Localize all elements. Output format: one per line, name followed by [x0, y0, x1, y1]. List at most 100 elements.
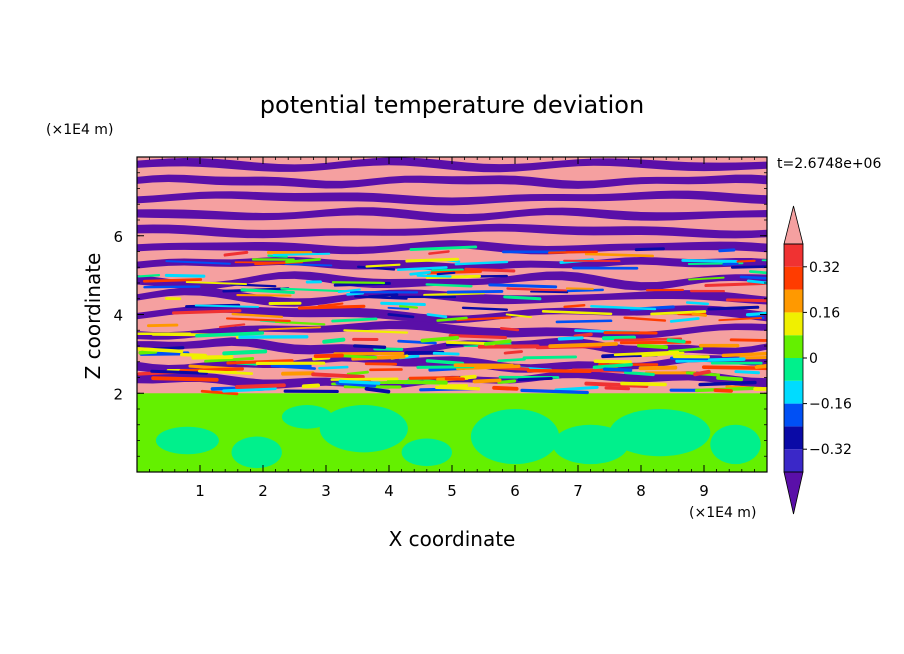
- turbulent-streak: [146, 323, 179, 328]
- turbulent-streak: [346, 291, 365, 296]
- turbulent-streak: [725, 298, 767, 303]
- turbulent-streak: [730, 265, 767, 269]
- turbulent-streak: [483, 339, 512, 346]
- turbulent-streak: [195, 331, 265, 338]
- turbulent-streak: [497, 379, 517, 384]
- turbulent-streak: [456, 316, 512, 322]
- turbulent-streak: [172, 309, 242, 315]
- turbulent-streak: [335, 381, 377, 388]
- turbulent-streak: [236, 294, 292, 297]
- turbulent-streak: [613, 350, 680, 357]
- layer-band: [137, 174, 767, 189]
- layer-band: [137, 157, 767, 173]
- turbulent-streak: [557, 336, 584, 341]
- turbulent-streak: [222, 349, 268, 356]
- turbulent-streak: [284, 263, 333, 267]
- turbulent-streak: [492, 385, 519, 391]
- turbulent-streak: [718, 248, 736, 253]
- turbulent-streak: [592, 362, 633, 370]
- turbulent-streak: [472, 378, 502, 384]
- turbulent-streak: [311, 372, 365, 379]
- turbulent-streak: [179, 367, 244, 373]
- chart-title: potential temperature deviation: [260, 91, 644, 119]
- turbulent-streak: [297, 304, 366, 310]
- turbulent-streak: [405, 257, 460, 263]
- lower-layer-blobs: [137, 393, 767, 469]
- turbulent-streak: [272, 252, 331, 257]
- turbulent-streak: [685, 301, 710, 306]
- turbulent-streak: [338, 379, 381, 385]
- turbulent-streak: [669, 317, 700, 323]
- turbulent-streak: [396, 266, 448, 272]
- turbulent-streak: [397, 339, 437, 345]
- turbulent-streak: [530, 290, 569, 294]
- turbulent-streak: [164, 273, 206, 278]
- turbulent-streak: [464, 267, 516, 273]
- turbulent-streak: [343, 329, 409, 334]
- colorbar-label: 0.16: [809, 305, 840, 321]
- turbulent-streak: [312, 356, 331, 361]
- turbulent-streak: [739, 275, 767, 280]
- turbulent-streak: [225, 317, 291, 323]
- y-unit-label: (×1E4 m): [46, 122, 113, 138]
- colorbar: 0.32 0.16 0 −0.16 −0.32: [783, 205, 852, 515]
- turbulent-streak: [736, 259, 756, 263]
- colorbar-label: −0.16: [809, 397, 852, 413]
- turbulent-streak: [573, 332, 593, 339]
- turbulent-streak: [745, 311, 767, 317]
- turbulent-streak: [137, 347, 184, 354]
- y-axis-label: Z coordinate: [81, 253, 105, 380]
- turbulent-streak: [425, 283, 473, 288]
- x-axis: 1 2 3 4 5 6 7 8 9: [149, 157, 768, 500]
- lower-top-strip: [137, 393, 767, 402]
- colorbar-bin: [784, 244, 803, 267]
- turbulent-streak: [503, 295, 542, 301]
- x-axis-label: X coordinate: [389, 527, 516, 551]
- colorbar-label: 0.32: [809, 260, 840, 276]
- colorbar-min-extension: [783, 471, 804, 515]
- layer-band: [137, 223, 767, 239]
- turbulent-streak: [330, 377, 399, 381]
- turbulent-streak: [541, 310, 613, 316]
- turbulent-streak: [638, 365, 678, 371]
- turbulent-streak: [420, 335, 460, 343]
- turbulent-streak: [142, 278, 203, 283]
- turbulent-streak: [584, 252, 654, 258]
- colorbar-bin: [784, 358, 803, 381]
- turbulent-streak: [593, 359, 632, 364]
- turbulent-streak: [729, 338, 767, 342]
- turbulent-streak: [454, 260, 509, 266]
- lower-blob: [231, 436, 282, 469]
- turbulent-streak: [409, 245, 478, 251]
- turbulent-streak: [548, 341, 619, 349]
- turbulent-streak: [448, 333, 508, 340]
- turbulent-streak: [240, 288, 295, 295]
- colorbar-bin: [784, 380, 803, 404]
- x-tick-label: 5: [447, 482, 457, 500]
- colorbar-bin: [784, 312, 803, 336]
- colorbar-label: −0.32: [809, 442, 852, 458]
- lower-blob: [470, 408, 560, 465]
- turbulent-streak: [425, 274, 481, 280]
- colorbar-max-extension: [783, 205, 804, 245]
- turbulent-streak: [560, 288, 604, 293]
- turbulent-streak: [301, 383, 321, 389]
- turbulent-streak: [367, 293, 399, 299]
- turbulent-streak: [354, 295, 408, 300]
- colorbar-bin: [784, 289, 803, 313]
- layer-band: [137, 190, 767, 206]
- turbulent-streak: [143, 285, 201, 289]
- turbulent-streak: [650, 310, 707, 316]
- turbulent-streak: [506, 287, 568, 292]
- turbulent-streak: [235, 383, 286, 389]
- turbulent-streak: [416, 274, 452, 278]
- turbulent-streak: [722, 262, 739, 266]
- time-label: t=2.6748e+06: [777, 156, 881, 172]
- turbulent-streak: [623, 316, 667, 322]
- turbulent-streak: [499, 326, 520, 332]
- turbulent-streak: [461, 306, 509, 311]
- x-tick-label: 1: [195, 482, 205, 500]
- colorbar-bin: [784, 335, 803, 358]
- turbulent-streak: [353, 344, 387, 349]
